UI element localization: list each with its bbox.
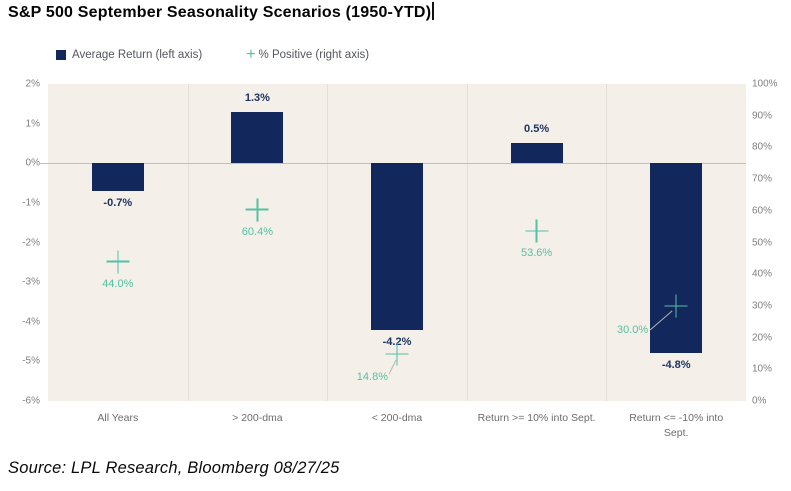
pct-positive-label: 14.8% bbox=[356, 371, 388, 384]
column-separator bbox=[606, 84, 608, 401]
column-separator bbox=[327, 84, 329, 401]
left-axis-tick: -5% bbox=[22, 355, 40, 367]
title-row: S&P 500 September Seasonality Scenarios … bbox=[8, 2, 435, 22]
right-axis-tick: 0% bbox=[752, 395, 767, 407]
column-separator bbox=[466, 84, 468, 401]
right-axis-tick: 50% bbox=[752, 237, 773, 248]
plus-marker bbox=[664, 294, 688, 318]
bar bbox=[371, 163, 423, 330]
bar-value-label: 1.3% bbox=[244, 91, 270, 104]
x-axis-label: < 200-dma bbox=[371, 412, 423, 424]
legend-label-pct-positive: % Positive (right axis) bbox=[258, 49, 370, 61]
left-axis-tick: 1% bbox=[25, 118, 40, 130]
legend: Average Return (left axis) + % Positive … bbox=[56, 46, 370, 63]
left-axis-tick: 2% bbox=[25, 78, 40, 90]
pct-positive-label: 30.0% bbox=[616, 323, 649, 336]
x-axis-label: All Years bbox=[97, 412, 139, 424]
left-axis-tick: -2% bbox=[22, 237, 40, 248]
right-axis-tick: 40% bbox=[752, 268, 773, 280]
right-axis-tick: 70% bbox=[752, 173, 773, 185]
right-axis-tick: 80% bbox=[752, 141, 773, 153]
plus-marker bbox=[385, 342, 409, 366]
pct-positive-label: 44.0% bbox=[102, 277, 134, 290]
plus-marker bbox=[245, 198, 269, 222]
x-axis-label: Return >= 10% into Sept. bbox=[477, 412, 596, 424]
source-note: Source: LPL Research, Bloomberg 08/27/25 bbox=[8, 459, 340, 477]
plus-marker-icon: + bbox=[246, 46, 256, 63]
plus-marker bbox=[525, 219, 549, 243]
pct-positive-label: 53.6% bbox=[520, 247, 553, 260]
column-separator bbox=[187, 84, 189, 401]
right-axis-tick: 10% bbox=[752, 363, 773, 375]
left-axis-tick: -4% bbox=[22, 316, 40, 328]
legend-item-pct-positive: + % Positive (right axis) bbox=[246, 46, 370, 63]
right-axis-tick: 30% bbox=[752, 300, 773, 312]
pct-positive-label: 60.4% bbox=[241, 225, 273, 238]
bar-value-label: -0.7% bbox=[103, 196, 133, 209]
legend-item-average-return: Average Return (left axis) bbox=[56, 49, 202, 61]
right-axis-tick: 100% bbox=[752, 78, 778, 90]
left-axis-tick: -6% bbox=[22, 395, 40, 407]
x-axis-label: Return <= -10% into Sept. bbox=[629, 412, 724, 439]
bar bbox=[91, 163, 144, 191]
left-axis-tick: -1% bbox=[22, 197, 40, 209]
right-axis-tick: 60% bbox=[752, 205, 773, 217]
square-marker-icon bbox=[56, 50, 66, 60]
bar bbox=[510, 143, 563, 164]
right-axis-tick: 20% bbox=[752, 332, 773, 344]
bar bbox=[650, 163, 703, 354]
left-axis-tick: 0% bbox=[25, 157, 40, 169]
bar-value-label: 0.5% bbox=[524, 123, 550, 136]
x-axis-label: > 200-dma bbox=[232, 412, 283, 424]
text-cursor-icon bbox=[432, 2, 435, 20]
bar-value-label: -4.2% bbox=[382, 335, 412, 348]
left-axis-tick: -3% bbox=[22, 276, 40, 288]
bar bbox=[231, 111, 284, 164]
right-axis-tick: 90% bbox=[752, 110, 773, 122]
plus-marker bbox=[106, 250, 130, 274]
bar-value-label: -4.8% bbox=[661, 359, 691, 372]
page-title: S&P 500 September Seasonality Scenarios … bbox=[8, 4, 432, 21]
legend-label-average-return: Average Return (left axis) bbox=[72, 49, 203, 61]
